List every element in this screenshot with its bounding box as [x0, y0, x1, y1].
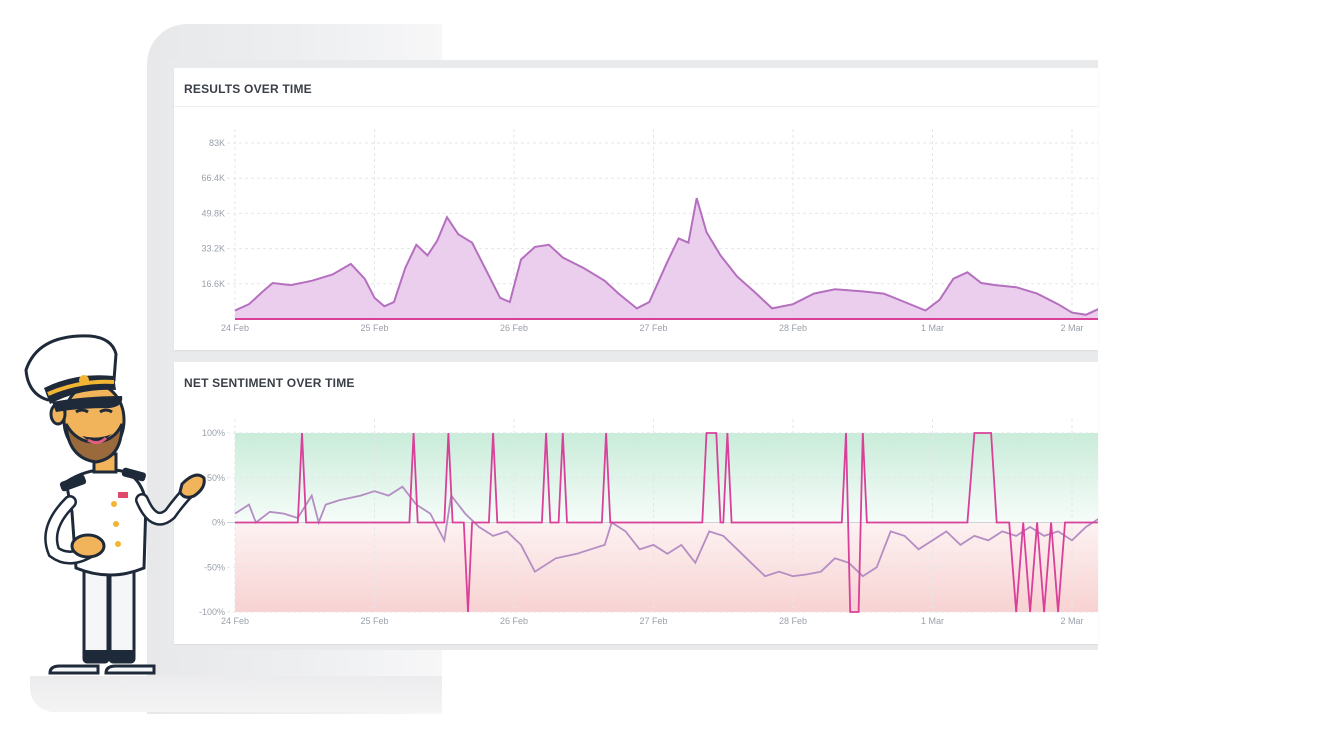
y-tick-label: 83K: [209, 138, 225, 148]
x-tick-label: 28 Feb: [779, 323, 807, 333]
card-title: RESULTS OVER TIME: [184, 82, 312, 96]
background-base: [30, 676, 442, 712]
sentiment-chart: 24 Feb 25 Feb 26 Feb 27 Feb 28 Feb 1 Mar 2 Mar…: [199, 419, 1098, 626]
y-tick-label: 100%: [202, 428, 225, 438]
y-tick-label: 49.8K: [201, 208, 225, 218]
y-tick-label: 33.2K: [201, 244, 225, 254]
x-tick-label: 27 Feb: [639, 616, 667, 626]
results-over-time-card: RESULTS OVER TIME 24 Feb 25 Feb 26 Feb 27 F…: [174, 68, 1098, 350]
x-tick-label: 1 Mar: [921, 323, 944, 333]
sentiment-spike-line: [235, 432, 1098, 613]
sentiment-line: [234, 485, 1098, 578]
x-tick-label: 28 Feb: [779, 616, 807, 626]
net-sentiment-over-time-card: NET SENTIMENT OVER TIME 24 Feb 25 Feb 26 F…: [174, 362, 1098, 644]
captain-mascot-illustration: [24, 334, 206, 675]
card-title: NET SENTIMENT OVER TIME: [184, 376, 355, 390]
x-tick-label: 1 Mar: [921, 616, 944, 626]
x-tick-label: 25 Feb: [360, 616, 388, 626]
x-tick-label: 2 Mar: [1060, 616, 1083, 626]
x-tick-label: 2 Mar: [1060, 323, 1083, 333]
x-tick-label: 26 Feb: [500, 616, 528, 626]
x-tick-label: 24 Feb: [221, 616, 249, 626]
x-tick-label: 24 Feb: [221, 323, 249, 333]
y-tick-label: -100%: [199, 607, 225, 617]
results-line: [234, 197, 1098, 316]
y-tick-label: 16.6K: [201, 279, 225, 289]
results-chart: 24 Feb 25 Feb 26 Feb 27 Feb 28 Feb 1 Mar 2 Mar…: [201, 129, 1098, 333]
x-tick-label: 26 Feb: [500, 323, 528, 333]
results-area: [235, 198, 1098, 319]
x-tick-label: 27 Feb: [639, 323, 667, 333]
divider: [174, 106, 1098, 107]
y-tick-label: 66.4K: [201, 173, 225, 183]
y-tick-label: 50%: [207, 473, 225, 483]
y-tick-label: 0%: [212, 518, 225, 528]
x-tick-label: 25 Feb: [360, 323, 388, 333]
y-tick-label: -50%: [204, 562, 225, 572]
